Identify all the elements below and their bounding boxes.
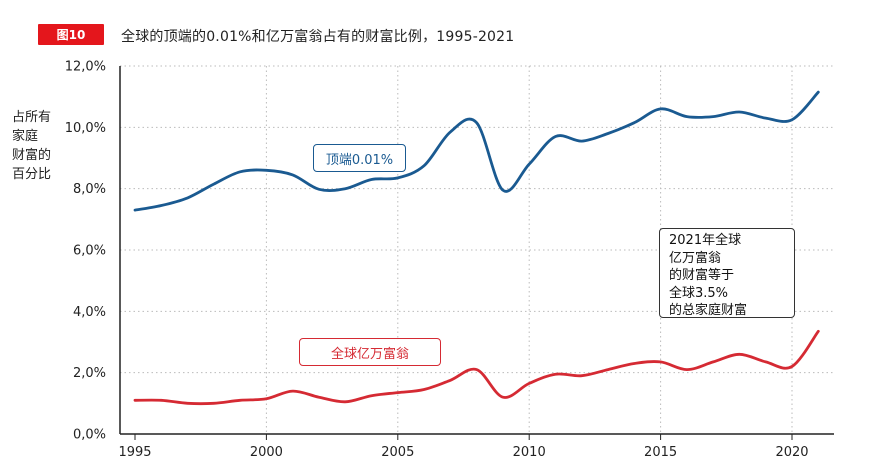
series-label-billionaires: 全球亿万富翁 [299,338,441,366]
figure-number-badge: 图10 [38,24,104,45]
x-tick-label: 2000 [250,445,283,460]
annotation-line: 的财富等于 [669,268,735,283]
x-tick-label: 1995 [118,445,151,460]
annotation-line: 的总家庭财富 [669,303,748,318]
y-axis-title-line: 家庭 [12,129,39,144]
y-tick-label: 6,0% [73,244,106,259]
annotation-line: 2021年全球 [669,233,742,248]
y-axis-title-line: 占所有 [12,110,52,125]
annotation-callout: 2021年全球 亿万富翁 的财富等于 全球3.5% 的总家庭财富 [659,228,795,318]
x-tick-label: 2005 [381,445,414,460]
y-tick-label: 12,0% [65,60,106,75]
x-tick-label: 2020 [775,445,808,460]
y-tick-label: 8,0% [73,182,106,197]
x-tick-label: 2010 [513,445,546,460]
y-tick-label: 4,0% [73,305,106,320]
series-lines [133,90,820,406]
axes: 0,0% 2,0% 4,0% 6,0% 8,0% 10,0% 12,0% 1995 2000 20… [65,60,834,460]
chart-title: 全球的顶端的0.01%和亿万富翁占有的财富比例，1995-2021 [121,29,515,45]
y-tick-label: 2,0% [73,366,106,381]
y-tick-label: 10,0% [65,121,106,136]
annotation-line: 全球3.5% [669,285,729,301]
y-axis-title: 占所有 家庭 财富的 百分比 [12,108,72,184]
series-line-top-0.01 [133,90,820,212]
annotation-line: 亿万富翁 [669,250,722,266]
series-label-top-0.01: 顶端0.01% [313,144,406,172]
y-axis-title-line: 财富的 [12,148,52,163]
y-tick-label: 0,0% [73,428,106,443]
series-line-billionaires [133,329,820,406]
x-tick-label: 2015 [644,445,677,460]
y-axis-title-line: 百分比 [12,167,52,182]
